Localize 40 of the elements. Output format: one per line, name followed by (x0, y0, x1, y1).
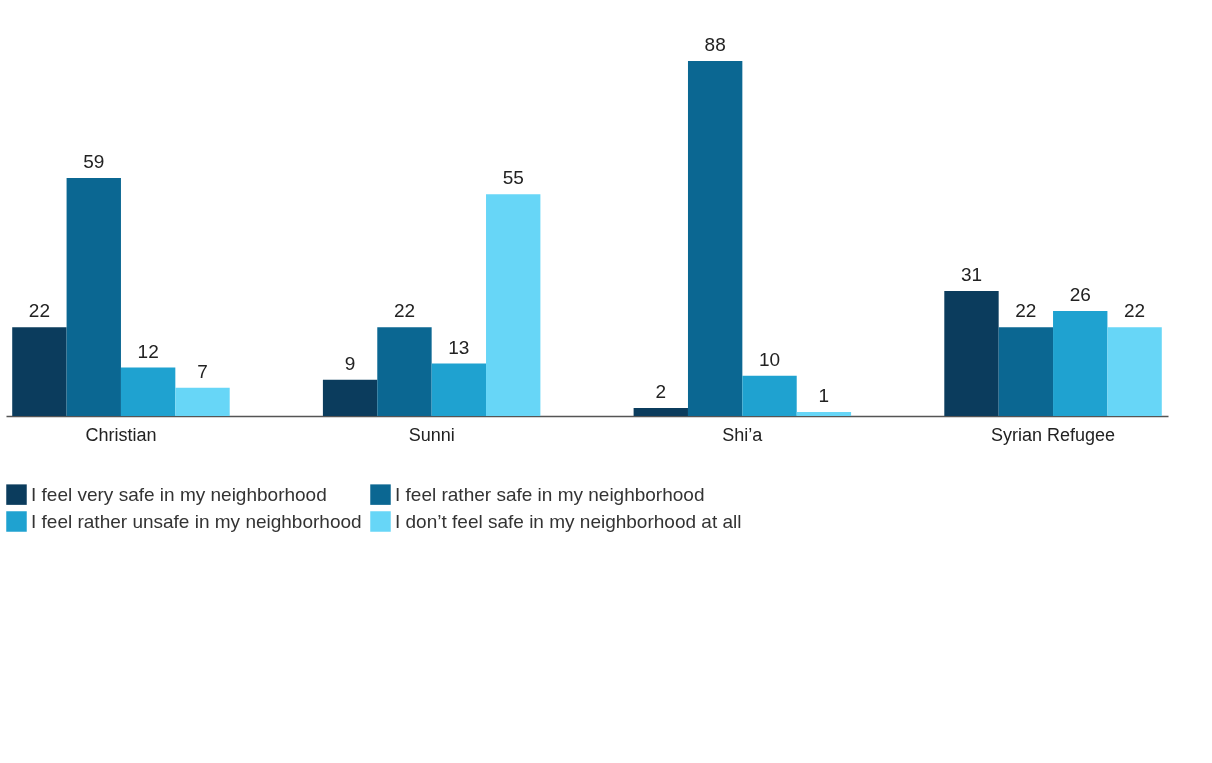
data-label: 88 (704, 34, 726, 55)
x-tick-label: Shi’a (722, 424, 764, 445)
bar (12, 327, 67, 416)
legend-label: I feel very safe in my neighborhood (31, 483, 327, 505)
data-label: 22 (1015, 300, 1037, 322)
data-label: 12 (137, 340, 159, 362)
data-label: 26 (1069, 284, 1091, 306)
legend-label: I don’t feel safe in my neighborhood at all (395, 510, 742, 532)
data-label: 2 (655, 380, 667, 402)
data-label: 7 (197, 360, 208, 382)
bar (687, 61, 743, 416)
bar (322, 379, 378, 416)
bar (944, 290, 999, 416)
data-label: 22 (1124, 300, 1146, 322)
legend-label: I feel rather unsafe in my neighborhood (31, 510, 362, 532)
data-label: 22 (393, 300, 416, 322)
data-label: 31 (960, 263, 983, 285)
bar (120, 367, 176, 416)
data-label: 22 (28, 300, 50, 322)
x-tick-label: Sunni (408, 424, 455, 445)
bar (486, 194, 541, 416)
data-label: 10 (758, 348, 781, 370)
data-label: 55 (502, 167, 524, 189)
x-tick-label: Christian (85, 424, 157, 445)
bar (742, 375, 797, 416)
bar (175, 387, 230, 416)
data-label: 59 (83, 150, 105, 172)
bar (431, 363, 487, 416)
x-tick-label: Syrian Refugee (991, 424, 1116, 445)
bar (1107, 327, 1162, 416)
bar (66, 177, 121, 416)
bar (796, 411, 852, 416)
legend-label: I feel rather safe in my neighborhood (395, 483, 705, 505)
data-label: 1 (818, 384, 830, 406)
bar (1053, 311, 1108, 416)
bar (633, 407, 688, 416)
bar (998, 327, 1054, 416)
data-label: 13 (448, 336, 470, 358)
bar (377, 327, 432, 416)
data-label: 9 (344, 352, 356, 374)
